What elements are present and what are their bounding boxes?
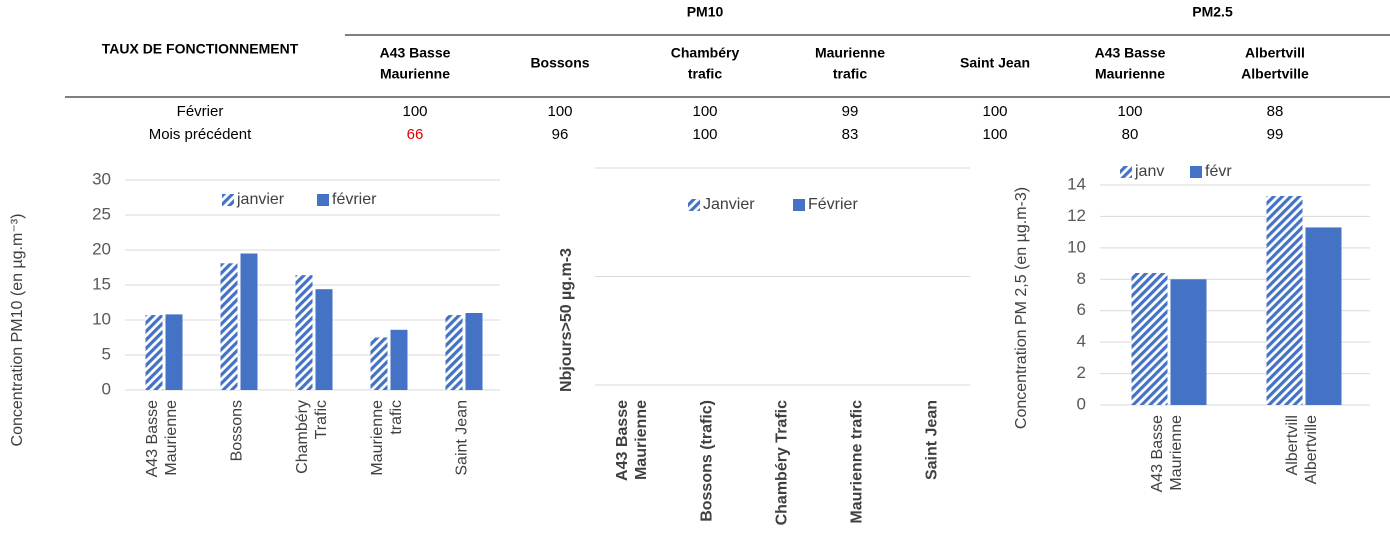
x-tick-label: Saint Jean bbox=[454, 400, 471, 476]
bar bbox=[165, 314, 183, 390]
y-tick-label: 2 bbox=[1077, 363, 1086, 382]
bar bbox=[390, 329, 408, 390]
x-tick-label: Albertvill Albertville bbox=[1284, 415, 1320, 484]
bar bbox=[145, 315, 163, 390]
y-axis-label: Concentration PM 2,5 (en µg.m-3) bbox=[1013, 187, 1030, 429]
cell: 88 bbox=[1267, 103, 1284, 120]
y-tick-label: 8 bbox=[1077, 269, 1086, 288]
row-label: Mois précédent bbox=[149, 126, 252, 143]
bar bbox=[1266, 196, 1303, 405]
legend-label: janvier bbox=[236, 191, 285, 208]
legend-swatch bbox=[317, 194, 329, 206]
cell: 100 bbox=[692, 103, 717, 120]
legend-swatch bbox=[1190, 166, 1202, 178]
column-header: A43 Basse Maurienne bbox=[1095, 44, 1166, 81]
column-header: Albertvill Albertville bbox=[1241, 44, 1309, 81]
cell: 100 bbox=[692, 126, 717, 143]
x-tick-label: Chambéry Trafic bbox=[774, 400, 791, 525]
cell: 99 bbox=[1267, 126, 1284, 143]
cell: 100 bbox=[982, 103, 1007, 120]
bar bbox=[370, 337, 388, 390]
legend-label: Février bbox=[808, 196, 858, 213]
y-tick-label: 0 bbox=[102, 379, 111, 398]
legend-label: février bbox=[332, 191, 377, 208]
x-tick-label: Bossons bbox=[229, 400, 246, 461]
y-tick-label: 4 bbox=[1077, 332, 1086, 351]
column-header: Maurienne trafic bbox=[815, 44, 885, 81]
column-header: Chambéry trafic bbox=[671, 44, 740, 81]
x-tick-label: A43 Basse Maurienne bbox=[614, 400, 650, 481]
x-tick-label: Bossons (trafic) bbox=[699, 400, 716, 522]
column-header: Saint Jean bbox=[960, 55, 1030, 71]
cell: 100 bbox=[547, 103, 572, 120]
y-tick-label: 20 bbox=[92, 239, 111, 258]
bar bbox=[1170, 279, 1207, 405]
y-tick-label: 14 bbox=[1067, 174, 1086, 193]
x-tick-label: Chambéry Trafic bbox=[294, 400, 330, 474]
y-tick-label: 5 bbox=[102, 344, 111, 363]
y-tick-label: 12 bbox=[1067, 206, 1086, 225]
legend-swatch bbox=[1120, 166, 1132, 178]
x-tick-label: Maurienne trafic bbox=[369, 400, 405, 476]
y-axis-label: Nbjours>50 µg.m-3 bbox=[558, 248, 575, 392]
cell: 96 bbox=[552, 126, 569, 143]
bar bbox=[1305, 227, 1342, 405]
bar bbox=[465, 313, 483, 390]
table-corner: TAUX DE FONCTIONNEMENT bbox=[102, 41, 299, 57]
cell: 100 bbox=[402, 103, 427, 120]
x-tick-label: A43 Basse Maurienne bbox=[144, 400, 180, 477]
legend-swatch bbox=[222, 194, 234, 206]
cell: 100 bbox=[1117, 103, 1142, 120]
bar bbox=[220, 263, 238, 390]
cell: 66 bbox=[407, 126, 424, 143]
bar bbox=[240, 253, 258, 390]
legend-swatch bbox=[688, 199, 700, 211]
y-tick-label: 10 bbox=[92, 309, 111, 328]
y-tick-label: 10 bbox=[1067, 237, 1086, 256]
cell: 80 bbox=[1122, 126, 1139, 143]
x-tick-label: A43 Basse Maurienne bbox=[1149, 415, 1185, 492]
bar bbox=[315, 289, 333, 390]
legend-swatch bbox=[793, 199, 805, 211]
cell: 99 bbox=[842, 103, 859, 120]
column-header: Bossons bbox=[530, 55, 589, 71]
y-tick-label: 25 bbox=[92, 204, 111, 223]
y-tick-label: 15 bbox=[92, 274, 111, 293]
x-tick-label: Saint Jean bbox=[924, 400, 941, 480]
bar bbox=[445, 315, 463, 390]
y-tick-label: 6 bbox=[1077, 300, 1086, 319]
x-tick-label: Maurienne trafic bbox=[849, 400, 866, 524]
legend-label: janv bbox=[1134, 163, 1164, 180]
group-header: PM2.5 bbox=[1192, 4, 1233, 20]
row-label: Février bbox=[177, 103, 224, 120]
cell: 83 bbox=[842, 126, 859, 143]
legend-label: Janvier bbox=[703, 196, 755, 213]
y-tick-label: 30 bbox=[92, 169, 111, 188]
bar bbox=[295, 275, 313, 390]
bar bbox=[1131, 273, 1168, 405]
group-header: PM10 bbox=[687, 4, 724, 20]
column-header: A43 Basse Maurienne bbox=[380, 44, 451, 81]
y-axis-label: Concentration PM10 (en µg.m⁻³) bbox=[9, 214, 26, 447]
y-tick-label: 0 bbox=[1077, 394, 1086, 413]
cell: 100 bbox=[982, 126, 1007, 143]
legend-label: févr bbox=[1205, 163, 1232, 180]
